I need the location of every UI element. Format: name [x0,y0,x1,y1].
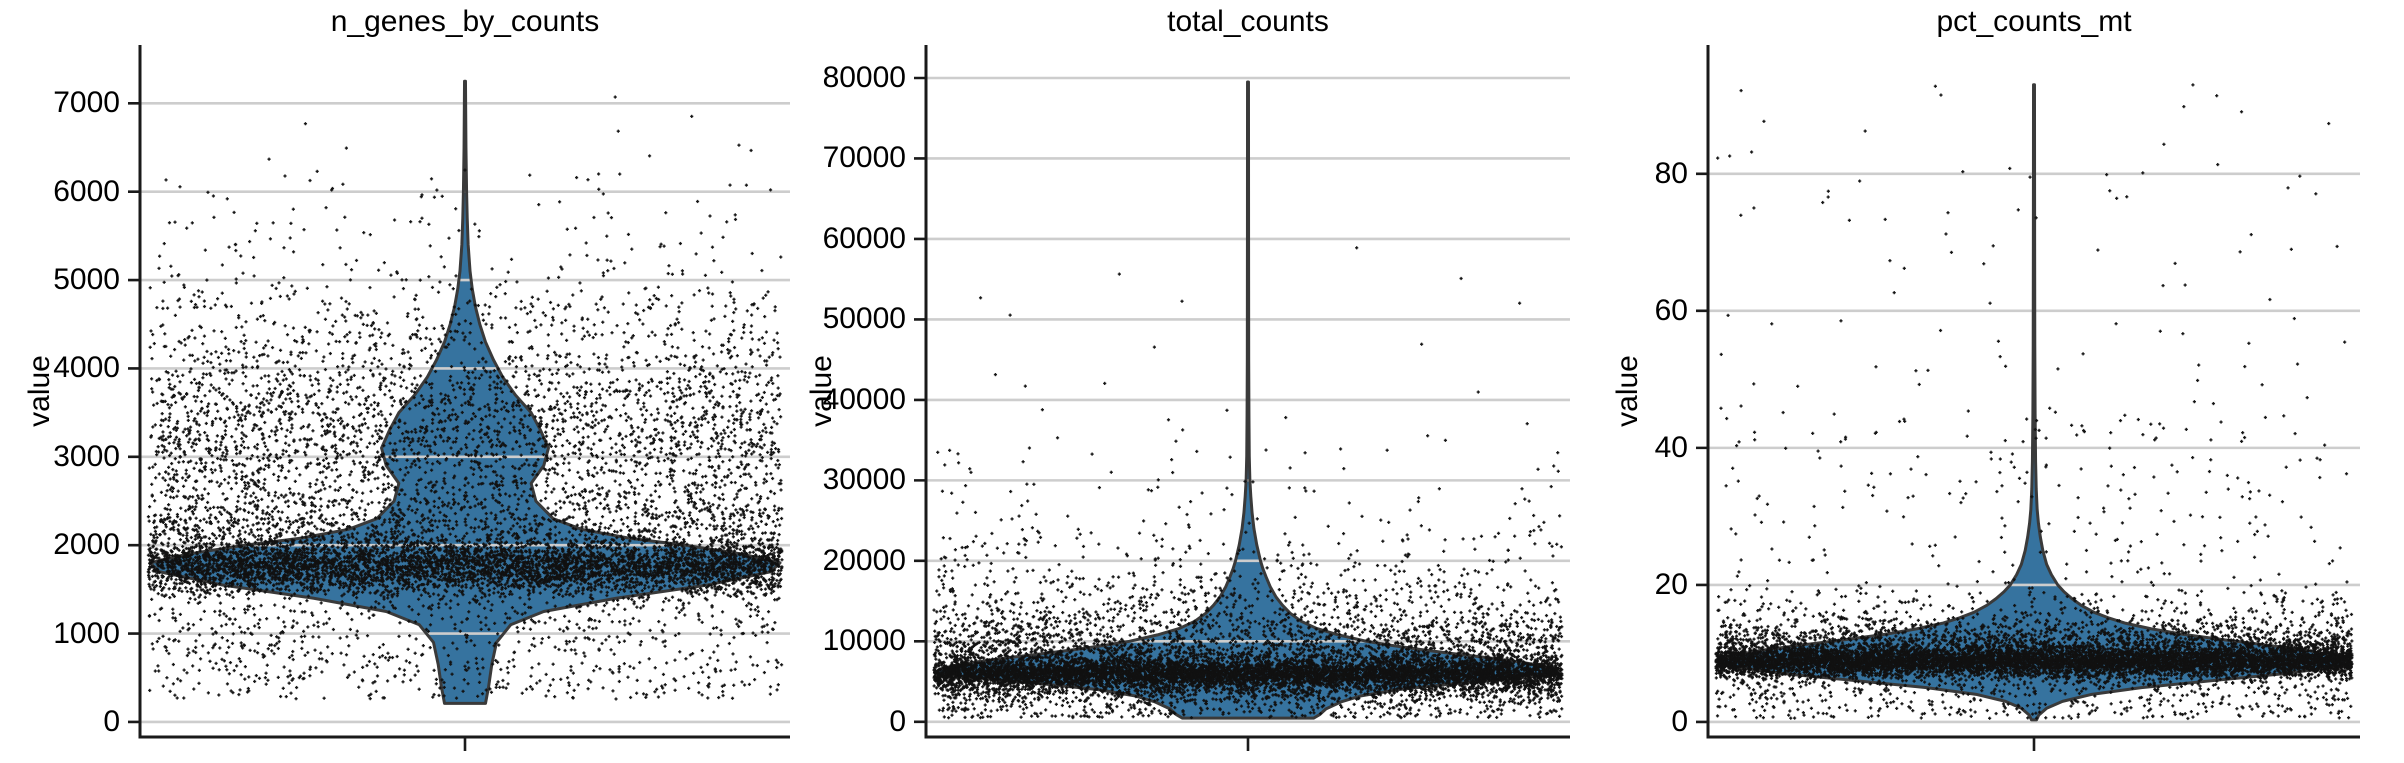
y-tick-label: 0 [103,704,120,738]
y-tick-label: 60 [1654,293,1688,327]
y-tick-label: 40000 [822,382,906,416]
y-tick-label: 4000 [53,351,120,385]
y-axis-label-text: value [1611,355,1644,427]
y-tick-label: 2000 [53,528,120,562]
y-tick-label: 6000 [53,174,120,208]
y-tick-label: 20000 [822,543,906,577]
y-tick-label: 80 [1654,156,1688,190]
y-tick-label: 70000 [822,141,906,175]
y-tick-label: 5000 [53,263,120,297]
y-tick-label: 50000 [822,302,906,336]
y-tick-label: 60000 [822,221,906,255]
panel-title-pct-counts-mt: pct_counts_mt [1936,5,2132,38]
panel-title-n-genes-by-counts: n_genes_by_counts [330,5,600,38]
y-axis-label-text: value [23,355,56,427]
y-tick-label: 3000 [53,439,120,473]
y-tick-label: 80000 [822,60,906,94]
y-tick-label: 10000 [822,624,906,658]
y-tick-label: 0 [889,704,906,738]
y-tick-label: 7000 [53,86,120,120]
y-tick-label: 30000 [822,463,906,497]
y-tick-label: 0 [1671,704,1688,738]
panel-title-total-counts: total_counts [1167,5,1329,38]
y-tick-label: 1000 [53,616,120,650]
y-tick-label: 40 [1654,430,1688,464]
y-tick-label: 20 [1654,567,1688,601]
